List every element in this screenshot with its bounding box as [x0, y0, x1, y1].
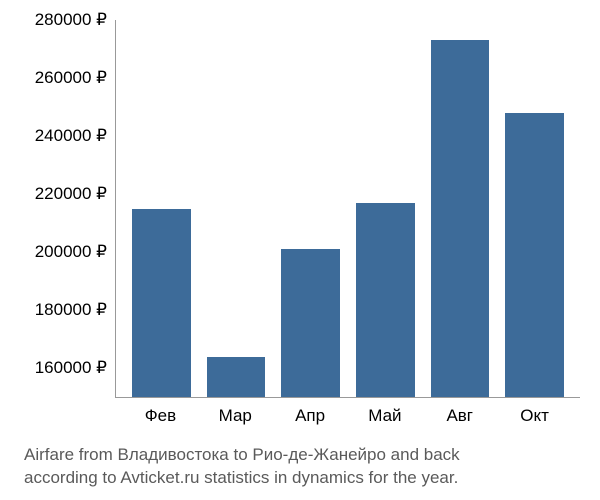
bar	[431, 40, 490, 397]
y-tick-label: 220000 ₽	[35, 184, 107, 204]
x-tick-label: Мар	[198, 398, 273, 426]
bar	[356, 203, 415, 397]
y-tick-label: 280000 ₽	[35, 10, 107, 30]
x-tick-label: Май	[347, 398, 422, 426]
bar	[207, 357, 266, 398]
y-tick-label: 200000 ₽	[35, 242, 107, 262]
y-tick-label: 160000 ₽	[35, 358, 107, 378]
y-axis: 160000 ₽ 180000 ₽ 200000 ₽ 220000 ₽ 240000 ₽…	[20, 20, 115, 397]
x-tick-label: Фев	[123, 398, 198, 426]
y-tick-label: 240000 ₽	[35, 126, 107, 146]
x-axis: ФевМарАпрМайАвгОкт	[115, 397, 580, 426]
caption-line-2: according to Avticket.ru statistics in d…	[24, 467, 580, 490]
bars-container	[116, 20, 580, 397]
chart-container: 160000 ₽ 180000 ₽ 200000 ₽ 220000 ₽ 240000 ₽…	[20, 20, 580, 490]
bar	[281, 249, 340, 397]
chart-area: 160000 ₽ 180000 ₽ 200000 ₽ 220000 ₽ 240000 ₽…	[20, 20, 580, 397]
x-tick-label: Авг	[422, 398, 497, 426]
plot-area	[115, 20, 580, 397]
y-tick-label: 260000 ₽	[35, 68, 107, 88]
bar	[505, 113, 564, 397]
caption-line-1: Airfare from Владивостока to Рио-де-Жане…	[24, 444, 580, 467]
x-tick-label: Апр	[273, 398, 348, 426]
bar	[132, 209, 191, 398]
x-tick-label: Окт	[497, 398, 572, 426]
y-tick-label: 180000 ₽	[35, 300, 107, 320]
chart-caption: Airfare from Владивостока to Рио-де-Жане…	[24, 444, 580, 490]
